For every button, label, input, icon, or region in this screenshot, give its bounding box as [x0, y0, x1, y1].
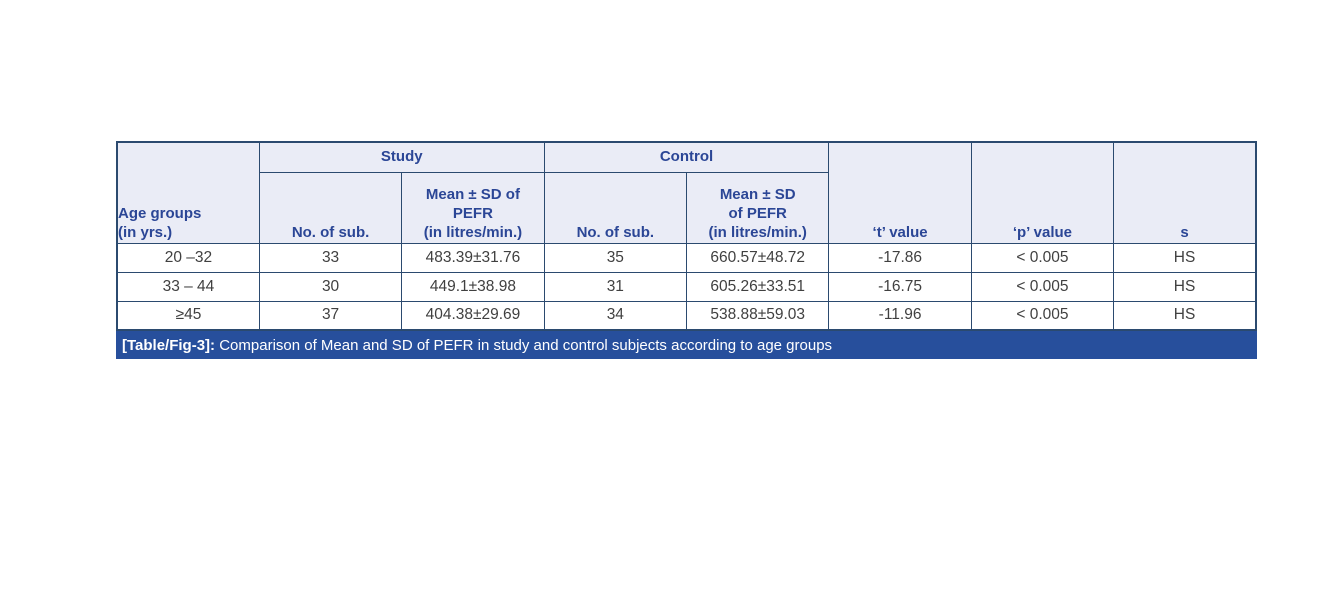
cell-age-group: 33 – 44	[116, 271, 260, 302]
header-p-value: ‘p’ value	[970, 141, 1115, 244]
cell-age-group: 20 –32	[116, 242, 260, 273]
table-row: 33 – 44 30 449.1±38.98 31 605.26±33.51 -…	[116, 271, 1257, 302]
cell-t-value: -11.96	[828, 300, 972, 331]
cell-study-mean-sd: 404.38±29.69	[401, 300, 545, 331]
header-study-group: Study	[258, 141, 545, 173]
cell-control-mean-sd: 605.26±33.51	[685, 271, 830, 302]
header-study-mean-sd: Mean ± SD of PEFR (in litres/min.)	[401, 171, 545, 244]
header-group-row: Age groups (in yrs.) Study Control ‘t’ v…	[116, 141, 1257, 244]
cell-p-value: < 0.005	[970, 300, 1115, 331]
cell-study-mean-sd: 483.39±31.76	[401, 242, 545, 273]
cell-significance: HS	[1113, 242, 1257, 273]
header-control-group: Control	[543, 141, 830, 173]
cell-control-n: 35	[543, 242, 688, 273]
caption-text: Comparison of Mean and SD of PEFR in stu…	[215, 336, 833, 354]
pefr-comparison-table: Age groups (in yrs.) Study Control ‘t’ v…	[116, 141, 1257, 331]
cell-p-value: < 0.005	[970, 271, 1115, 302]
cell-study-n: 30	[258, 271, 403, 302]
header-control-mean-sd: Mean ± SD of PEFR (in litres/min.)	[685, 171, 830, 244]
header-sub-row: No. of sub. Mean ± SD of PEFR (in litres…	[117, 171, 1256, 244]
cell-t-value: -16.75	[828, 271, 972, 302]
cell-study-n: 37	[258, 300, 403, 331]
cell-study-n: 33	[258, 242, 403, 273]
pefr-comparison-figure: Age groups (in yrs.) Study Control ‘t’ v…	[116, 141, 1257, 359]
header-t-value: ‘t’ value	[828, 141, 972, 244]
cell-t-value: -17.86	[828, 242, 972, 273]
cell-control-n: 34	[543, 300, 688, 331]
cell-control-n: 31	[543, 271, 688, 302]
cell-p-value: < 0.005	[970, 242, 1115, 273]
cell-control-mean-sd: 538.88±59.03	[685, 300, 830, 331]
header-age-groups: Age groups (in yrs.)	[116, 141, 260, 244]
cell-age-group: ≥45	[116, 300, 260, 331]
cell-study-mean-sd: 449.1±38.98	[401, 271, 545, 302]
caption-label: [Table/Fig-3]:	[122, 336, 216, 354]
table-row: ≥45 37 404.38±29.69 34 538.88±59.03 -11.…	[116, 300, 1257, 331]
table-row: 20 –32 33 483.39±31.76 35 660.57±48.72 -…	[116, 242, 1257, 273]
header-study-no-of-sub: No. of sub.	[258, 171, 403, 244]
cell-significance: HS	[1113, 300, 1257, 331]
header-control-no-of-sub: No. of sub.	[543, 171, 688, 244]
cell-control-mean-sd: 660.57±48.72	[685, 242, 830, 273]
cell-significance: HS	[1113, 271, 1257, 302]
table-caption: [Table/Fig-3]: Comparison of Mean and SD…	[116, 331, 1257, 359]
header-significance: s	[1113, 141, 1257, 244]
